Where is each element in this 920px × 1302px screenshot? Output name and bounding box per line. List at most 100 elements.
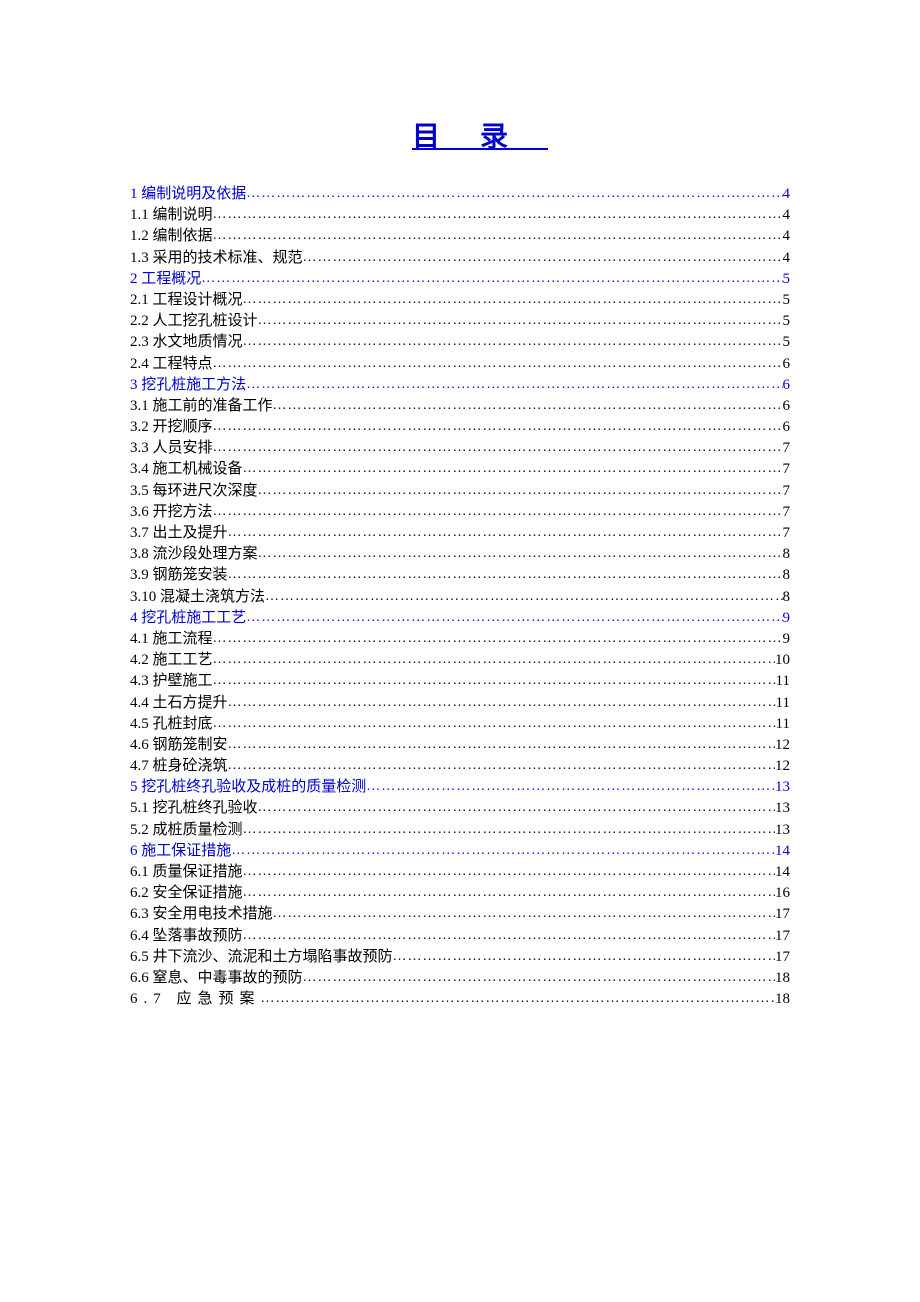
toc-label: 2.1 工程设计概况: [130, 293, 243, 308]
toc-page: 5: [783, 335, 791, 350]
toc-page: 5: [783, 293, 791, 308]
toc-leader: [366, 780, 775, 794]
toc-label: 1.2 编制依据: [130, 229, 213, 244]
toc-leader: [261, 992, 775, 1006]
toc-row: 3.10 混凝土浇筑方法8: [130, 590, 790, 605]
toc-label: 2.3 水文地质情况: [130, 335, 243, 350]
toc-row: 4.7 桩身砼浇筑12: [130, 759, 790, 774]
toc-page: 7: [783, 505, 791, 520]
toc-label: 2.2 人工挖孔桩设计: [130, 314, 258, 329]
toc-leader: [213, 208, 783, 222]
toc-leader: [213, 357, 783, 371]
toc-page: 17: [775, 950, 790, 965]
toc-leader: [258, 547, 783, 561]
toc-row: 1 编制说明及依据4: [130, 187, 790, 202]
toc-leader: [265, 590, 782, 604]
toc-leader: [228, 526, 783, 540]
toc-row: 5.1 挖孔桩终孔验收 13: [130, 801, 790, 816]
toc-leader: [213, 653, 775, 667]
toc-leader: [243, 293, 783, 307]
toc-page: 9: [783, 611, 791, 626]
toc-page: 11: [776, 717, 790, 732]
toc-page: 16: [775, 886, 790, 901]
toc-leader: [303, 971, 775, 985]
toc-row: 6 施工保证措施14: [130, 844, 790, 859]
table-of-contents: 1 编制说明及依据41.1 编制说明41.2 编制依据41.3 采用的技术标准、…: [130, 187, 790, 1007]
toc-row: 4.3 护壁施工 11: [130, 674, 790, 689]
toc-label: 4.2 施工工艺: [130, 653, 213, 668]
toc-label: 2 工程概况: [130, 272, 201, 287]
toc-row: 6.7 应急预案18: [130, 992, 790, 1007]
toc-page: 5: [783, 272, 791, 287]
toc-leader: [228, 568, 783, 582]
toc-row: 3.7 出土及提升 7: [130, 526, 790, 541]
toc-label: 6.1 质量保证措施: [130, 865, 243, 880]
toc-row: 3 挖孔桩施工方法6: [130, 378, 790, 393]
toc-label: 6.3 安全用电技术措施: [130, 907, 273, 922]
toc-page: 6: [783, 378, 791, 393]
toc-page: 13: [775, 801, 790, 816]
toc-page: 11: [776, 696, 790, 711]
toc-row: 3.1 施工前的准备工作6: [130, 399, 790, 414]
toc-row: 3.8 流沙段处理方案 8: [130, 547, 790, 562]
toc-page: 17: [775, 907, 790, 922]
toc-leader: [393, 950, 775, 964]
toc-label: 3.8 流沙段处理方案: [130, 547, 258, 562]
toc-label: 1.3 采用的技术标准、规范: [130, 251, 303, 266]
toc-label: 4.3 护壁施工: [130, 674, 213, 689]
toc-row: 4.5 孔桩封底11: [130, 717, 790, 732]
toc-row: 3.9 钢筋笼安装8: [130, 568, 790, 583]
toc-leader: [213, 229, 783, 243]
toc-leader: [213, 674, 776, 688]
toc-label: 5.1 挖孔桩终孔验收: [130, 801, 258, 816]
toc-page: 8: [783, 547, 791, 562]
toc-label: 3.5 每环进尺次深度: [130, 484, 258, 499]
toc-leader: [303, 251, 783, 265]
toc-label: 3.7 出土及提升: [130, 526, 228, 541]
toc-row: 6.5 井下流沙、流泥和土方塌陷事故预防 17: [130, 950, 790, 965]
toc-page: 7: [783, 526, 791, 541]
toc-label: 4.1 施工流程: [130, 632, 213, 647]
toc-page: 9: [783, 632, 791, 647]
toc-page: 13: [775, 823, 790, 838]
toc-row: 3.6 开挖方法7: [130, 505, 790, 520]
toc-row: 4.6 钢筋笼制安12: [130, 738, 790, 753]
toc-label: 6.6 窒息、中毒事故的预防: [130, 971, 303, 986]
toc-page: 17: [775, 929, 790, 944]
toc-leader: [201, 272, 782, 286]
toc-row: 6.3 安全用电技术措施 17: [130, 907, 790, 922]
toc-leader: [246, 378, 782, 392]
toc-page: 11: [776, 674, 790, 689]
toc-row: 4.2 施工工艺10: [130, 653, 790, 668]
toc-page: 8: [783, 568, 791, 583]
toc-leader: [213, 717, 776, 731]
toc-label: 3.4 施工机械设备: [130, 462, 243, 477]
toc-row: 6.6 窒息、中毒事故的预防18: [130, 971, 790, 986]
toc-leader: [213, 505, 783, 519]
toc-row: 5.2 成桩质量检测13: [130, 823, 790, 838]
toc-label: 3.2 开挖顺序: [130, 420, 213, 435]
toc-page: 12: [775, 759, 790, 774]
toc-label: 6 施工保证措施: [130, 844, 231, 859]
toc-leader: [228, 738, 775, 752]
toc-leader: [213, 441, 783, 455]
toc-label: 4.4 土石方提升: [130, 696, 228, 711]
page-title: 目录: [130, 115, 790, 155]
toc-page: 4: [783, 251, 791, 266]
toc-row: 1.2 编制依据4: [130, 229, 790, 244]
toc-row: 5 挖孔桩终孔验收及成桩的质量检测13: [130, 780, 790, 795]
toc-label: 6.5 井下流沙、流泥和土方塌陷事故预防: [130, 950, 393, 965]
toc-label: 1 编制说明及依据: [130, 187, 246, 202]
toc-row: 3.5 每环进尺次深度 7: [130, 484, 790, 499]
toc-label: 3.3 人员安排: [130, 441, 213, 456]
toc-label: 6.7 应急预案: [130, 992, 261, 1007]
toc-leader: [243, 865, 775, 879]
toc-row: 1.3 采用的技术标准、规范 4: [130, 251, 790, 266]
toc-page: 7: [783, 484, 791, 499]
toc-leader: [228, 759, 775, 773]
toc-page: 6: [783, 420, 791, 435]
toc-label: 2.4 工程特点: [130, 357, 213, 372]
toc-leader: [246, 611, 782, 625]
toc-page: 6: [783, 399, 791, 414]
toc-row: 2.2 人工挖孔桩设计5: [130, 314, 790, 329]
